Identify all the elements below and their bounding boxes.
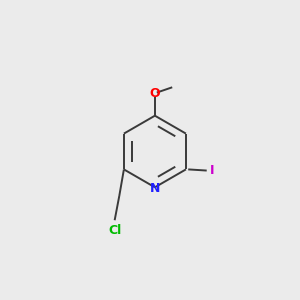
Text: N: N: [150, 182, 160, 195]
Text: Cl: Cl: [108, 224, 121, 237]
Text: I: I: [210, 164, 215, 177]
Text: O: O: [150, 87, 160, 100]
